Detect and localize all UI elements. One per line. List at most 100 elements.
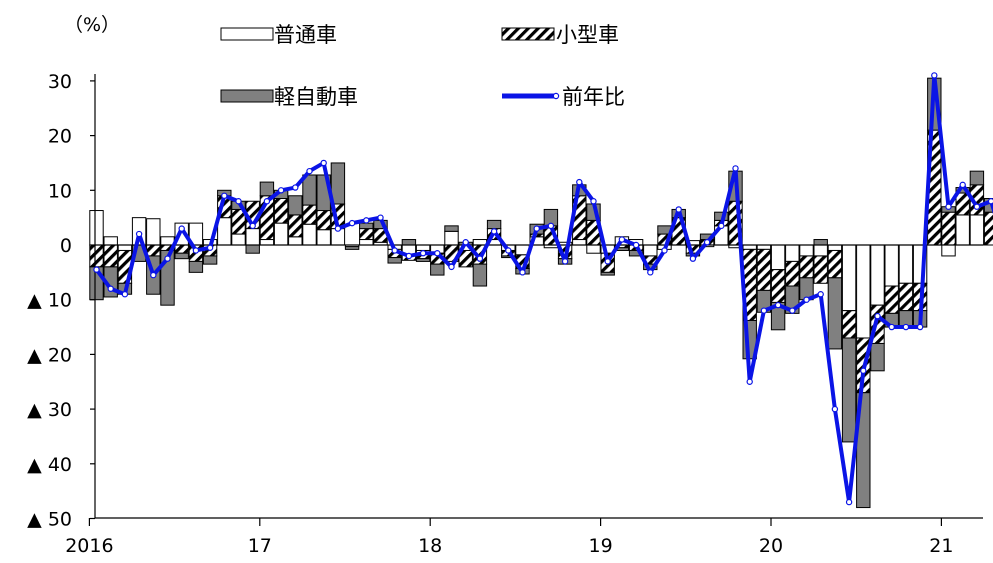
bar-kogata — [841, 310, 857, 339]
bar-kogata — [983, 211, 993, 246]
yoy-point — [391, 247, 398, 254]
bar-kogata — [103, 244, 118, 268]
bar-kei — [387, 257, 402, 264]
yoy-point — [164, 255, 171, 262]
legend-label-kogata: 小型車 — [556, 23, 619, 47]
bar-kei — [302, 174, 317, 206]
yoy-point — [746, 378, 753, 385]
yoy-point — [845, 498, 853, 506]
yoy-point — [973, 203, 981, 210]
legend-swatch-futsu — [220, 27, 274, 41]
bar-futsu — [742, 244, 757, 250]
bar-kogata — [273, 198, 289, 224]
legend-marker-yoy — [552, 92, 560, 100]
yoy-point — [135, 230, 143, 238]
bar-futsu — [756, 244, 772, 250]
bar-futsu — [103, 236, 118, 246]
legend-item-kogata: 小型車 — [501, 23, 619, 47]
bar-kei — [501, 255, 516, 259]
bar-kei — [174, 252, 189, 260]
bar-futsu — [288, 236, 303, 246]
bar-kei — [486, 219, 502, 230]
legend-label-futsu: 普通車 — [274, 23, 337, 47]
yoy-point — [675, 206, 682, 213]
bar-kogata — [799, 255, 814, 279]
legend-item-futsu: 普通車 — [220, 23, 337, 47]
legend-label-kei: 軽自動車 — [274, 85, 358, 109]
yoy-point — [249, 222, 256, 230]
bar-kogata — [174, 244, 189, 254]
yoy-point — [774, 301, 782, 309]
legend-swatch-kei — [220, 89, 274, 103]
bar-kei — [359, 222, 374, 230]
bar-futsu — [856, 244, 871, 339]
yoy-point — [732, 165, 739, 172]
yoy-point — [448, 263, 455, 271]
yoy-point — [561, 258, 569, 265]
bar-futsu — [841, 244, 857, 312]
bar-futsu — [770, 244, 786, 271]
bar-kogata — [770, 269, 786, 303]
bar-futsu — [89, 210, 104, 246]
legend-label-yoy: 前年比 — [562, 85, 625, 109]
y-tick-label: ▲ 20 — [27, 344, 72, 366]
bars-layer — [89, 77, 993, 509]
yoy-point — [121, 291, 129, 298]
yoy-point — [93, 266, 100, 273]
yoy-point — [661, 247, 668, 254]
legend-item-kei: 軽自動車 — [220, 85, 358, 109]
yoy-point — [916, 323, 924, 331]
yoy-point — [945, 203, 952, 210]
x-tick-label: 2016 — [65, 535, 113, 557]
yoy-point — [874, 312, 881, 320]
bar-futsu — [955, 214, 970, 246]
x-tick-label: 17 — [248, 535, 272, 557]
x-tick-label: 19 — [589, 535, 613, 557]
y-tick-label: ▲ 30 — [27, 399, 72, 421]
bar-futsu — [359, 239, 374, 246]
bar-futsu — [302, 223, 317, 246]
y-tick-label: ▲ 10 — [27, 290, 72, 312]
bar-futsu — [572, 239, 587, 246]
yoy-point — [959, 181, 966, 189]
bar-futsu — [117, 244, 133, 251]
bar-kogata — [316, 210, 331, 231]
yoy-point — [405, 252, 413, 260]
y-axis-unit-label: （%） — [64, 14, 120, 36]
yoy-point — [604, 258, 611, 265]
yoy-point — [419, 250, 427, 257]
bar-futsu — [884, 244, 899, 287]
yoy-point — [462, 239, 469, 246]
bar-kei — [472, 263, 488, 287]
yoy-point — [476, 255, 484, 262]
bar-futsu — [643, 244, 658, 257]
bar-futsu — [231, 233, 246, 246]
yoy-point — [632, 241, 640, 249]
yoy-point — [235, 198, 242, 205]
yoy-point — [817, 291, 824, 298]
bar-kogata — [89, 244, 104, 268]
bar-kei — [330, 162, 346, 205]
bar-kogata — [302, 204, 317, 225]
bar-futsu — [586, 244, 601, 254]
bar-kei — [827, 277, 843, 350]
yoy-point — [789, 307, 796, 314]
bar-kogata — [359, 228, 374, 241]
axes-layer: 30 20 10 0 ▲ 10 ▲ 20 ▲ 30 ▲ 40 ▲ 50 2016 17 18 19 20 2… — [27, 71, 983, 557]
bar-futsu — [259, 239, 275, 246]
yoy-point — [888, 323, 895, 331]
yoy-point — [292, 184, 299, 191]
y-tick-label: 30 — [48, 71, 72, 93]
yoy-point — [831, 405, 839, 413]
bar-kogata — [813, 255, 828, 284]
y-tick-label: ▲ 50 — [27, 509, 72, 531]
yoy-point — [192, 247, 200, 254]
bar-futsu — [941, 244, 956, 257]
yoy-point — [931, 72, 938, 79]
bar-futsu — [273, 222, 289, 246]
bar-futsu — [146, 218, 161, 246]
bar-futsu — [870, 244, 885, 306]
yoy-point — [263, 198, 271, 205]
yoy-point — [860, 367, 867, 375]
